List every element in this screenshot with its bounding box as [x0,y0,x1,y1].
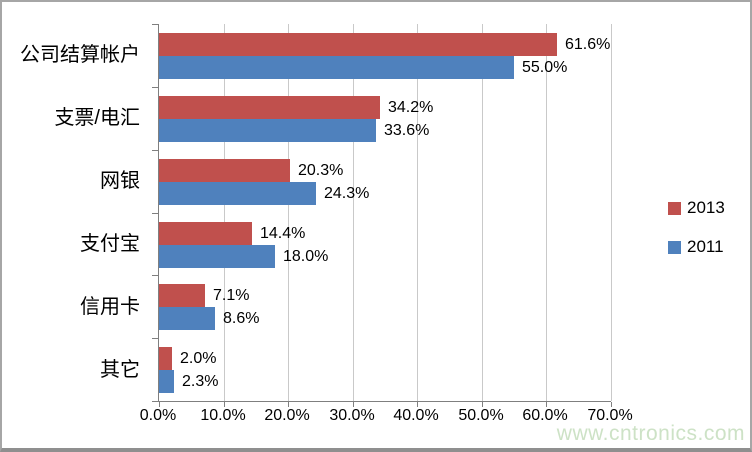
gridline [546,24,547,401]
x-axis-label: 40.0% [393,407,439,424]
bar-2011 [159,56,514,79]
bar-2013 [159,347,172,370]
value-label: 2.0% [180,350,217,367]
y-axis-tick [152,213,158,214]
category-label: 其它 [100,359,140,381]
x-axis-tick [546,402,547,407]
value-label: 33.6% [384,122,430,139]
plot-area: 61.6% 34.2% 20.3% 14.4% 7.1% 2.0% 55.0% 33.6% 24… [152,24,612,407]
legend: 2013 2011 [668,198,725,276]
gridline [482,24,483,401]
gridline [288,24,289,401]
bar-2013 [159,159,290,182]
legend-swatch-icon [668,201,681,215]
category-label: 网银 [100,170,140,192]
watermark: www.cntronics.com [556,422,745,445]
bar-2011 [159,245,275,268]
value-label: 8.6% [223,310,260,327]
category-label: 支票/电汇 [54,107,140,129]
bar-2011 [159,182,316,205]
x-axis-tick [288,402,289,407]
gridline [417,24,418,401]
bar-2013 [159,33,557,56]
y-axis-tick [152,401,158,402]
value-label: 61.6% [565,36,611,53]
category-label: 支付宝 [80,233,140,255]
category-axis: 公司结算帐户支票/电汇网银支付宝信用卡其它 [2,24,148,401]
x-axis-tick [353,402,354,407]
value-label: 20.3% [298,162,344,179]
legend-label: 2011 [687,237,724,256]
x-axis-label: 30.0% [329,407,375,424]
bar-2013 [159,96,380,119]
legend-label: 2013 [687,198,725,217]
legend-item: 2011 [668,237,725,257]
y-axis-tick [152,150,158,151]
value-label: 34.2% [388,99,434,116]
y-axis-tick [152,87,158,88]
x-axis-tick [224,402,225,407]
category-label: 信用卡 [80,296,140,318]
value-label: 14.4% [260,225,306,242]
x-axis-tick [611,402,612,407]
x-axis-tick [482,402,483,407]
y-axis-tick [152,275,158,276]
bar-2011 [159,307,215,330]
value-label: 2.3% [182,373,219,390]
x-axis-label: 50.0% [458,407,504,424]
x-axis-label: 70.0% [587,407,633,424]
x-axis-tick [159,402,160,407]
value-label: 18.0% [283,248,329,265]
value-label: 24.3% [324,185,370,202]
value-axis: 0.0% 10.0% 20.0% 30.0% 40.0% 50.0% 60.0% 70.0% [140,407,633,429]
x-axis-label: 60.0% [522,407,568,424]
x-axis-label: 20.0% [264,407,310,424]
value-label: 7.1% [213,287,250,304]
bar-2011 [159,119,376,142]
x-axis-label: 0.0% [139,407,177,424]
legend-item: 2013 [668,198,725,218]
gridline [224,24,225,401]
bar-2013 [159,284,205,307]
gridline [611,24,612,401]
x-axis-label: 10.0% [200,407,246,424]
category-label: 公司结算帐户 [20,44,140,66]
bar-2011 [159,370,174,393]
value-label: 55.0% [522,59,568,76]
y-axis-tick [152,24,158,25]
x-axis-tick [417,402,418,407]
bar-2013 [159,222,252,245]
y-axis-tick [152,338,158,339]
legend-swatch-icon [668,240,681,254]
gridline [353,24,354,401]
